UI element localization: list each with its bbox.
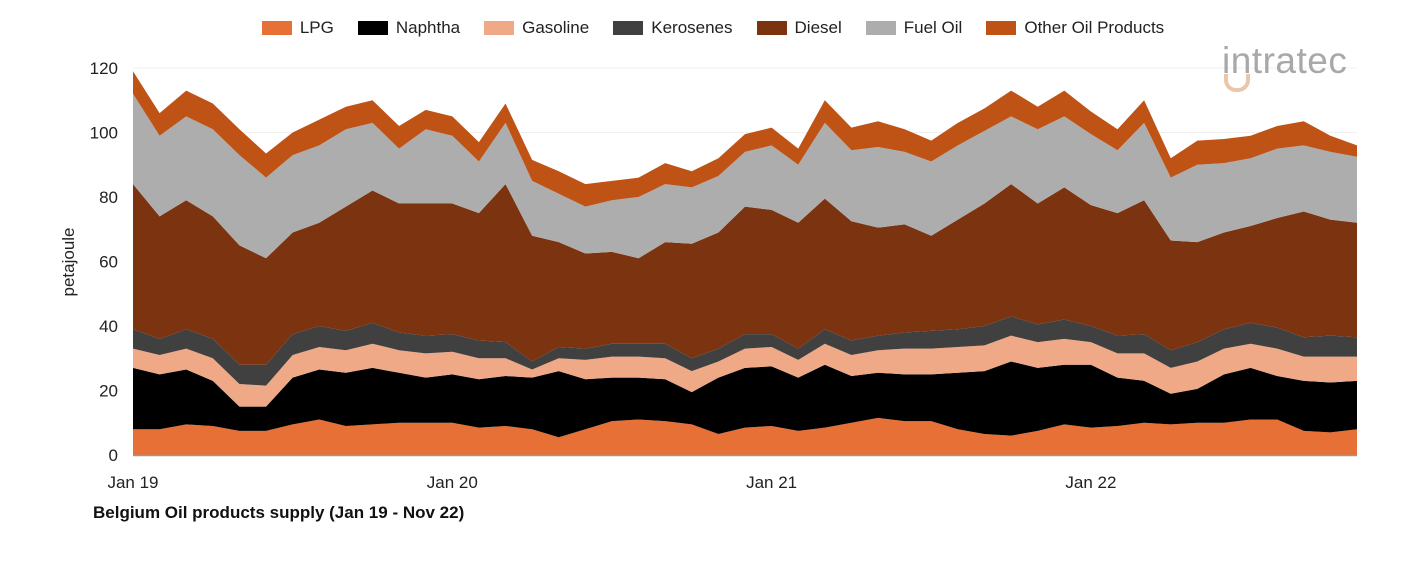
chart-title: Belgium Oil products supply (Jan 19 - No… <box>93 503 465 522</box>
legend-swatch <box>613 21 644 35</box>
legend-item: Other Oil Products <box>986 18 1164 38</box>
y-tick-label: 0 <box>109 446 118 465</box>
y-tick-label: 100 <box>90 124 118 143</box>
y-tick-label: 60 <box>99 253 118 272</box>
legend-item: Kerosenes <box>613 18 733 38</box>
legend-label: Kerosenes <box>651 18 733 37</box>
legend-item: LPG <box>261 18 334 38</box>
y-tick-label: 20 <box>99 382 118 401</box>
legend-label: Naphtha <box>395 18 461 37</box>
y-axis-title: petajoule <box>59 227 78 296</box>
intratec-logo: intratec <box>1222 40 1347 92</box>
x-tick-label: Jan 22 <box>1065 473 1116 492</box>
area-fuel-oil <box>133 93 1357 259</box>
y-tick-label: 80 <box>99 188 118 207</box>
legend-item: Naphtha <box>357 18 461 38</box>
legend-label: Gasoline <box>522 18 590 37</box>
legend-item: Diesel <box>756 18 842 38</box>
area-diesel <box>133 184 1357 365</box>
legend-label: LPG <box>299 18 334 37</box>
y-tick-label: 120 <box>90 59 118 78</box>
legend: LPG Naphtha Gasoline Kerosenes Diesel Fuel Oi… <box>0 18 1401 38</box>
legend-label: Other Oil Products <box>1024 18 1165 37</box>
area-other-oil-products <box>133 71 1357 207</box>
logo-mark-icon <box>1224 74 1250 92</box>
legend-label: Diesel <box>794 18 842 37</box>
x-tick-label: Jan 21 <box>746 473 797 492</box>
legend-swatch <box>484 21 515 35</box>
y-tick-label: 40 <box>99 317 118 336</box>
legend-swatch <box>756 21 787 35</box>
legend-swatch <box>261 21 292 35</box>
area-lpg <box>133 417 1357 455</box>
area-naphtha <box>133 361 1357 438</box>
x-tick-label: Jan 19 <box>107 473 158 492</box>
legend-swatch <box>357 21 388 35</box>
legend-item: Fuel Oil <box>865 18 963 38</box>
area-gasoline <box>133 335 1357 407</box>
area-kerosenes <box>133 316 1357 386</box>
legend-swatch <box>865 21 896 35</box>
legend-item: Gasoline <box>484 18 589 38</box>
legend-label: Fuel Oil <box>903 18 963 37</box>
x-tick-label: Jan 20 <box>427 473 478 492</box>
legend-swatch <box>986 21 1017 35</box>
